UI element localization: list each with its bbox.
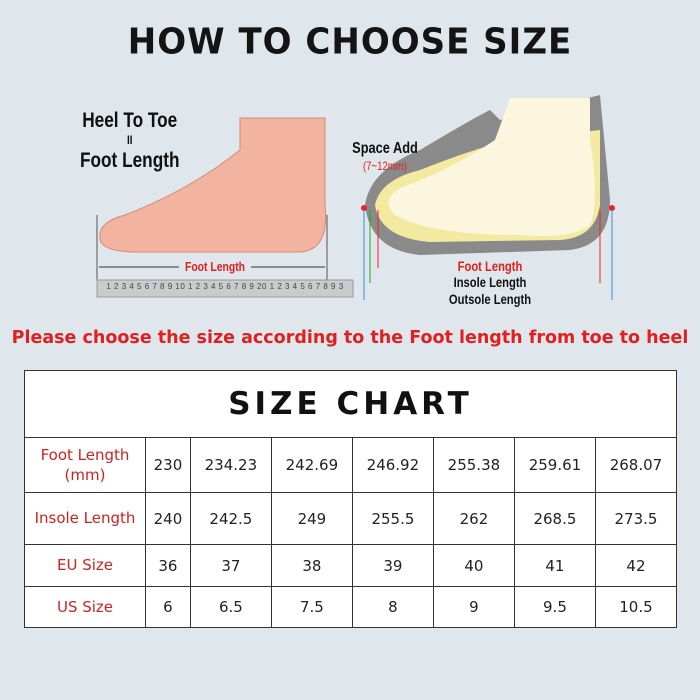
row-header: US Size [24, 586, 146, 628]
table-cell: 36 [145, 544, 191, 587]
table-cell: 249 [270, 492, 353, 545]
ruler-digits: 1 2 3 4 5 6 7 8 9 10 1 2 3 4 5 6 7 8 9 2… [106, 282, 344, 291]
table-cell: 262 [432, 492, 515, 545]
table-row-foot-length: Foot Length (mm) 230 234.23 242.69 246.9… [24, 437, 678, 493]
table-cell: 9 [432, 586, 515, 628]
table-cell: 41 [513, 544, 596, 587]
table-cell: 10.5 [594, 586, 678, 628]
table-cell: 6 [145, 586, 191, 628]
bare-foot-image [99, 117, 327, 253]
table-cell: 273.5 [594, 492, 678, 545]
space-range-label: (7~12mm) [362, 159, 407, 173]
table-cell: 242.69 [270, 437, 353, 493]
heel-to-toe-text: Heel To Toe [82, 109, 178, 132]
heel-to-toe-heading: Heel To Toe II Foot Length [80, 110, 179, 171]
table-cell: 230 [145, 437, 191, 493]
table-cell: 38 [270, 544, 353, 587]
table-row-insole-length: Insole Length 240 242.5 249 255.5 262 26… [24, 492, 678, 545]
table-cell: 40 [432, 544, 515, 587]
size-chart-table: SIZE CHART Foot Length (mm) 230 234.23 2… [24, 370, 678, 628]
shoe-foot-length-label: Foot Length [457, 258, 523, 274]
table-cell: 246.92 [351, 437, 434, 493]
table-cell: 39 [351, 544, 434, 587]
ruler [96, 279, 354, 298]
equals-sign: II [126, 133, 133, 147]
foot-length-text: Foot Length [80, 149, 180, 172]
page-title: HOW TO CHOOSE SIZE [127, 21, 573, 63]
table-cell: 268.07 [594, 437, 678, 493]
shoe-cutaway-image [361, 95, 615, 300]
table-cell: 268.5 [513, 492, 596, 545]
space-add-label: Space Add [352, 140, 418, 157]
row-header: Foot Length (mm) [24, 437, 146, 493]
insole-length-label: Insole Length [453, 274, 527, 290]
table-cell: 42 [594, 544, 678, 587]
table-cell: 7.5 [270, 586, 353, 628]
table-cell: 255.38 [432, 437, 515, 493]
table-cell: 8 [351, 586, 434, 628]
table-cell: 37 [189, 544, 272, 587]
table-row-us-size: US Size 6 6.5 7.5 8 9 9.5 10.5 [24, 586, 678, 628]
row-header: EU Size [24, 544, 146, 587]
table-cell: 255.5 [351, 492, 434, 545]
table-cell: 240 [145, 492, 191, 545]
table-cell: 242.5 [189, 492, 272, 545]
size-chart-title: SIZE CHART [24, 370, 677, 438]
size-notice: Please choose the size according to the … [11, 328, 689, 348]
table-row-eu-size: EU Size 36 37 38 39 40 41 42 [24, 544, 678, 587]
table-cell: 6.5 [189, 586, 272, 628]
outsole-length-label: Outsole Length [448, 291, 532, 307]
foot-illustrations [96, 95, 615, 300]
row-header: Insole Length [24, 492, 146, 545]
table-cell: 9.5 [513, 586, 596, 628]
foot-length-measure-label: Foot Length [179, 259, 251, 274]
table-cell: 234.23 [189, 437, 272, 493]
table-cell: 259.61 [513, 437, 596, 493]
